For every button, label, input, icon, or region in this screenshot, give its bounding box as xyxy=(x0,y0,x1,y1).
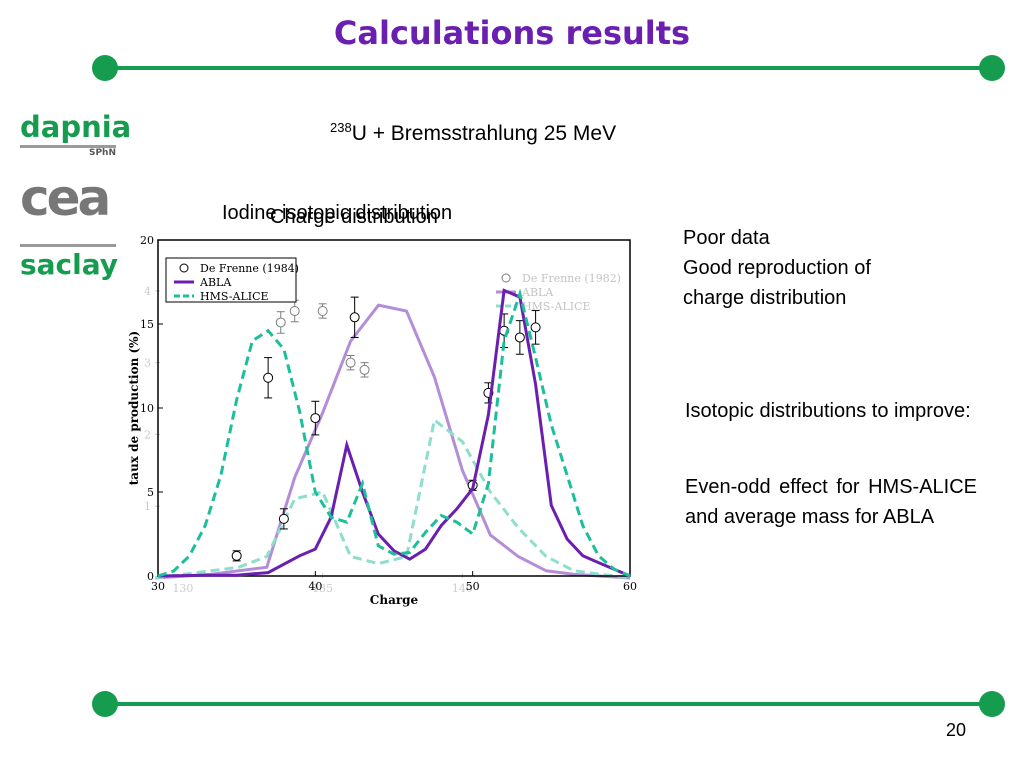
bottom-left-dot xyxy=(92,691,118,717)
top-rule xyxy=(110,66,982,70)
series-line-abla xyxy=(157,288,631,578)
legend-marker xyxy=(179,263,189,273)
note-isotopic: Isotopic distributions to improve: xyxy=(685,400,971,422)
y-tick-label: 15 xyxy=(140,318,154,331)
data-point xyxy=(275,317,286,328)
x-axis-label: Charge xyxy=(370,593,419,607)
dapnia-underline xyxy=(20,145,116,148)
charge-distribution-layer: 30 40 50 60 0 5 10 15 20 Charge taux de production… xyxy=(127,234,637,607)
y-tick-label: 4 xyxy=(144,285,151,298)
panel-title-front: Charge distribution xyxy=(270,206,438,228)
slide-title: Calculations results xyxy=(333,14,691,52)
saclay-logo: saclay xyxy=(20,244,118,280)
legend-label: De Frenne (1984) xyxy=(200,262,299,275)
series-line-hms-alice xyxy=(157,288,631,578)
data-point xyxy=(263,372,274,383)
data-point xyxy=(289,305,300,316)
y-axis-label: taux de production (%) xyxy=(127,331,141,485)
series-line-abla xyxy=(154,303,631,580)
legend-marker xyxy=(501,273,511,283)
y-tick-label: 3 xyxy=(144,357,151,370)
saclay-overline xyxy=(20,244,116,247)
data-point xyxy=(231,550,242,561)
data-point xyxy=(530,322,541,333)
subtitle-text: U + Bremsstrahlung 25 MeV xyxy=(351,122,617,145)
legend-label: HMS-ALICE xyxy=(200,290,269,303)
y-tick-label: 20 xyxy=(140,234,154,247)
series-line-hms-alice xyxy=(154,417,631,580)
y-tick-label: 2 xyxy=(144,428,151,441)
top-left-dot xyxy=(92,55,118,81)
legend-label: De Frenne (1982) xyxy=(522,272,621,285)
cea-logo: cea xyxy=(20,169,111,227)
x-tick-label: 130 xyxy=(172,582,193,595)
panel-title-back: Iodine isotopic distribution xyxy=(222,202,453,224)
legend-label: ABLA xyxy=(521,286,554,299)
data-point xyxy=(317,305,328,316)
note-poor-data: Poor data Good reproduction of charge di… xyxy=(683,223,973,313)
x-tick-label: 135 xyxy=(312,582,333,595)
note-even-odd: Even-odd effect for HMS-ALICE and averag… xyxy=(685,476,977,528)
x-tick-label: 140 xyxy=(452,582,473,595)
x-tick-label: 50 xyxy=(466,580,480,593)
legend-label: ABLA xyxy=(199,276,232,289)
note-line-2: Good reproduction of xyxy=(683,257,871,279)
note-line-1: Poor data xyxy=(683,227,770,249)
bottom-rule xyxy=(110,702,982,706)
legend-label: HMS-ALICE xyxy=(522,300,591,313)
y-tick-label: 1 xyxy=(144,500,151,513)
y-tick-label: 5 xyxy=(147,486,154,499)
page-number: 20 xyxy=(945,720,966,740)
bottom-right-dot xyxy=(979,691,1005,717)
dapnia-logo: dapnia SPhN xyxy=(20,110,132,158)
data-point xyxy=(345,357,356,368)
data-point xyxy=(278,513,289,524)
x-tick-label: 30 xyxy=(151,580,165,593)
note-line-3: charge distribution xyxy=(683,287,847,309)
x-tick-label: 40 xyxy=(308,580,322,593)
subtitle: 238U + Bremsstrahlung 25 MeV xyxy=(330,120,616,146)
x-tick-label: 60 xyxy=(623,580,637,593)
y-tick-label: 0 xyxy=(147,570,154,583)
data-point xyxy=(349,312,360,323)
y-tick-label: 10 xyxy=(140,402,154,415)
data-point xyxy=(359,364,370,375)
data-point xyxy=(310,413,321,424)
mass-number: 238 xyxy=(330,120,352,135)
data-point xyxy=(514,332,525,343)
top-right-dot xyxy=(979,55,1005,81)
